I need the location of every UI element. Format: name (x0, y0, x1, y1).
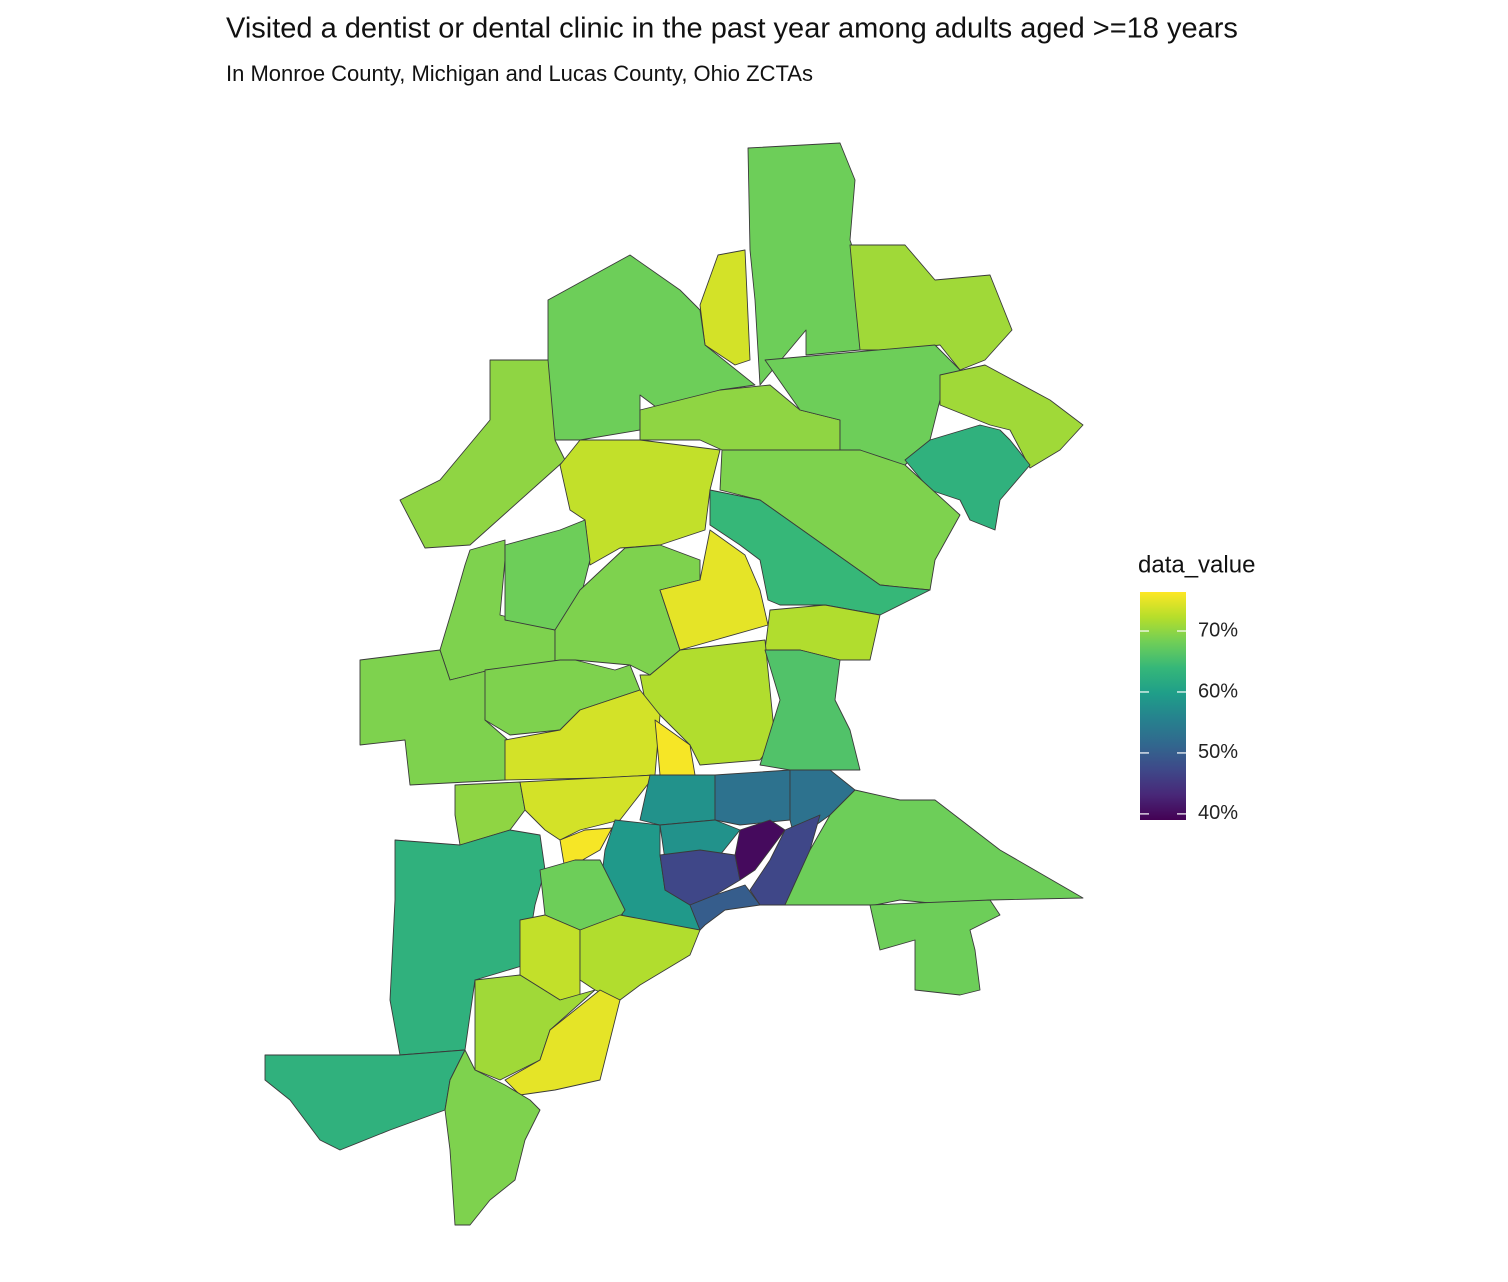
legend-title: data_value (1138, 551, 1255, 578)
chart-subtitle: In Monroe County, Michigan and Lucas Cou… (226, 61, 813, 86)
region (939, 364, 1084, 469)
region (659, 529, 769, 651)
region (689, 884, 761, 931)
region (709, 489, 931, 616)
legend-label: 60% (1198, 680, 1238, 702)
region (504, 989, 621, 1096)
region (747, 142, 871, 386)
region (734, 819, 786, 881)
region (639, 774, 716, 826)
legend-label: 40% (1198, 802, 1238, 824)
legend-label: 70% (1198, 619, 1238, 641)
region (399, 359, 566, 549)
chart-title: Visited a dentist or dental clinic in th… (226, 13, 1238, 45)
regions (264, 142, 1084, 1226)
region (719, 449, 961, 591)
region (444, 1049, 541, 1226)
region (849, 244, 1013, 371)
region (759, 649, 861, 771)
region (714, 769, 791, 826)
region (504, 519, 591, 631)
colorbar (1140, 592, 1186, 820)
region (579, 914, 701, 1001)
region (904, 424, 1031, 531)
region (504, 689, 661, 781)
region (869, 899, 1001, 996)
region (264, 1049, 466, 1151)
region (749, 814, 821, 906)
region (659, 849, 741, 906)
region (559, 439, 721, 566)
legend-label: 50% (1198, 741, 1238, 763)
